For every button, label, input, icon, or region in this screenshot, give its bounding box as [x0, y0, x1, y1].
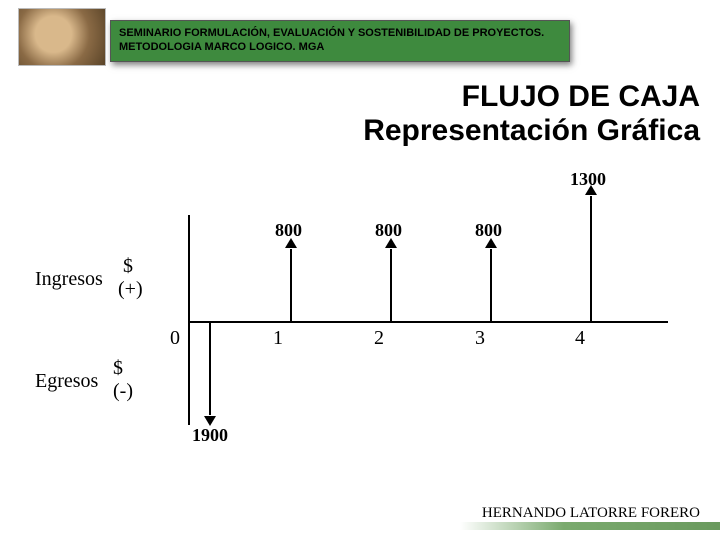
egresos-symbol: $: [113, 357, 123, 380]
period-4: 4: [575, 327, 585, 350]
egreso-arrow-1900: [209, 323, 211, 415]
header-banner: SEMINARIO FORMULACIÓN, EVALUACIÓN Y SOST…: [110, 20, 570, 62]
ingreso-value-4: 1300: [570, 169, 606, 190]
egresos-sign: (-): [113, 380, 133, 403]
horizontal-axis: [188, 321, 668, 323]
cashflow-chart: Ingresos $ (+) Egresos $ (-) 0 1900 800 …: [0, 175, 720, 445]
footer-author: HERNANDO LATORRE FORERO: [482, 505, 700, 522]
egresos-label: Egresos: [35, 370, 98, 393]
slide-title: FLUJO DE CAJA Representación Gráfica: [363, 80, 700, 148]
ingreso-value-1: 800: [275, 220, 302, 241]
ingreso-arrow-2: [390, 249, 392, 321]
ingresos-symbol: $: [123, 255, 133, 278]
footer-accent-bar: [460, 522, 720, 530]
title-line2: Representación Gráfica: [363, 114, 700, 148]
period-3: 3: [475, 327, 485, 350]
logo-image: [18, 8, 106, 66]
period-0: 0: [170, 327, 180, 350]
title-line1: FLUJO DE CAJA: [363, 80, 700, 114]
ingreso-value-2: 800: [375, 220, 402, 241]
ingreso-arrow-1: [290, 249, 292, 321]
period-2: 2: [374, 327, 384, 350]
ingreso-arrow-4: [590, 196, 592, 321]
ingresos-sign: (+): [118, 278, 143, 301]
header-text: SEMINARIO FORMULACIÓN, EVALUACIÓN Y SOST…: [119, 27, 561, 55]
vertical-axis: [188, 215, 190, 425]
period-1: 1: [273, 327, 283, 350]
ingresos-label: Ingresos: [35, 268, 103, 291]
egreso-value-1900: 1900: [192, 425, 228, 446]
ingreso-value-3: 800: [475, 220, 502, 241]
ingreso-arrow-3: [490, 249, 492, 321]
